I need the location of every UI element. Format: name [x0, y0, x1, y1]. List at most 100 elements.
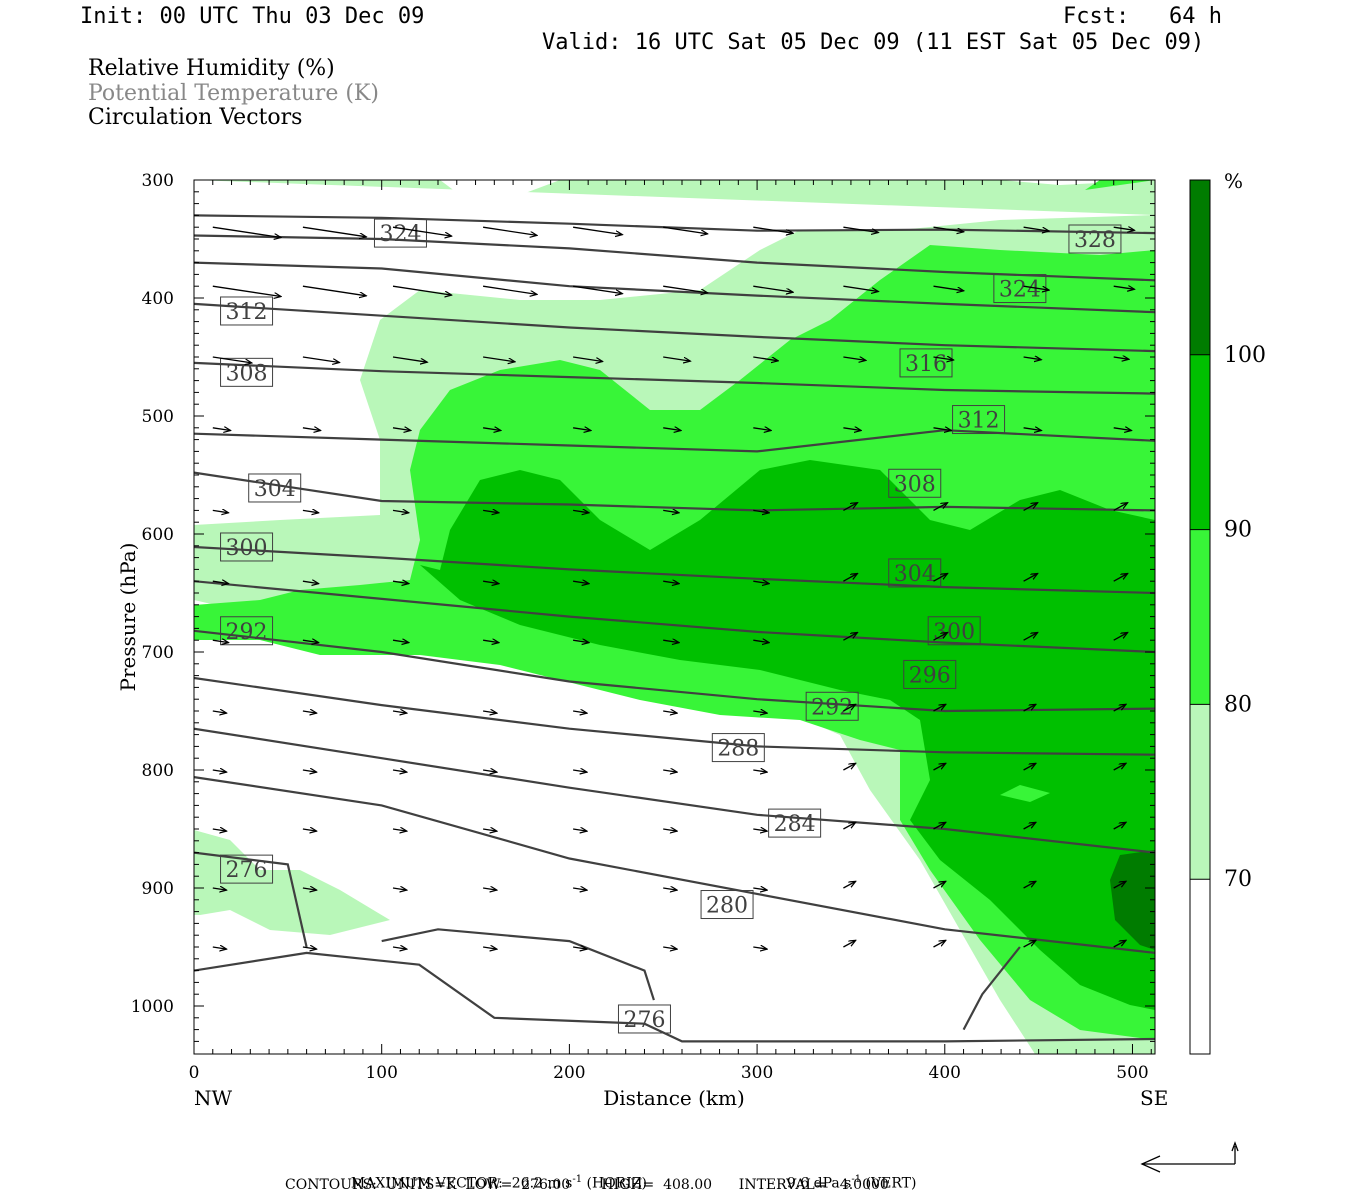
theta-contour-1 — [194, 234, 1155, 282]
vector-87 — [1113, 704, 1126, 712]
vector-111 — [302, 888, 317, 890]
theta-label-13: 296 — [903, 659, 957, 689]
theta-label-10: 304 — [888, 558, 942, 588]
vector-109 — [1113, 822, 1126, 830]
vector-50 — [753, 510, 769, 512]
vector-70 — [573, 640, 589, 642]
vector-124 — [483, 947, 497, 949]
theta-label-1: 328 — [1068, 224, 1122, 254]
vector-11 — [212, 285, 281, 296]
vector-25 — [483, 356, 515, 362]
theta-label-text-16: 284 — [774, 812, 816, 837]
vector-119 — [1023, 881, 1036, 889]
vector-12 — [302, 285, 366, 296]
vector-83 — [753, 711, 767, 713]
theta-label-text-5: 316 — [905, 352, 947, 377]
vector-103 — [573, 829, 587, 831]
minor-ticks — [194, 180, 1155, 1054]
vector-85 — [933, 704, 946, 712]
theta-label-7: 308 — [888, 468, 942, 498]
vector-99 — [212, 829, 227, 831]
vector-31 — [1023, 357, 1042, 360]
footer-max-vector: MAXIMUM VECTOR: 26.2 m s-1 (HORIZ) — [342, 1158, 647, 1192]
rh-band-90 — [420, 460, 1155, 1010]
vector-3 — [483, 226, 537, 235]
vector-32 — [1113, 357, 1129, 359]
vector-122 — [302, 947, 317, 949]
vector-4 — [573, 226, 622, 234]
y-tick-label-0: 300 — [142, 171, 174, 191]
vector-75 — [1023, 633, 1038, 641]
theta-label-text-18: 280 — [706, 894, 748, 919]
vector-57 — [392, 581, 409, 583]
vector-48 — [573, 510, 589, 512]
vector-17 — [753, 285, 793, 292]
vector-45 — [302, 510, 319, 512]
theta-label-9: 300 — [220, 532, 274, 562]
vector-125 — [573, 947, 587, 949]
theta-contour-12 — [194, 776, 1155, 954]
vector-46 — [392, 510, 409, 512]
vector-110 — [212, 888, 227, 890]
theta-label-text-17: 276 — [226, 858, 268, 883]
theta-label-text-0: 324 — [379, 222, 421, 247]
vector-127 — [753, 947, 767, 949]
colorbar: 100 90 80 70 — [1189, 179, 1266, 1055]
vector-13 — [392, 285, 452, 295]
vector-52 — [933, 503, 948, 511]
theta-label-text-7: 308 — [894, 472, 936, 497]
vector-112 — [392, 888, 407, 890]
colorbar-swatch-3 — [1190, 704, 1210, 880]
x-axis-label: Distance (km) — [603, 1086, 745, 1110]
theta-label-text-15: 288 — [717, 737, 759, 762]
vector-82 — [663, 711, 677, 713]
vector-90 — [392, 770, 407, 772]
vector-2 — [392, 226, 452, 236]
x-tick-label-2: 200 — [553, 1063, 585, 1083]
vector-7 — [843, 226, 878, 232]
max-vector-text: MAXIMUM VECTOR: 26.2 m s — [350, 1175, 573, 1192]
vector-27 — [663, 356, 690, 361]
vector-62 — [843, 574, 857, 582]
theta-label-text-13: 296 — [909, 663, 951, 688]
vector-64 — [1023, 574, 1038, 582]
vector-66 — [212, 640, 229, 642]
y-axis-ticks: 300 400 500 600 700 800 900 1000 — [131, 171, 1155, 1017]
max-vector-unit-sup: -1 — [572, 1174, 583, 1185]
theta-contour-13 — [194, 851, 308, 948]
vector-40 — [843, 428, 861, 431]
vector-101 — [392, 829, 407, 831]
y-tick-label-6: 900 — [142, 879, 174, 899]
vector-97 — [1023, 763, 1036, 771]
vector-100 — [302, 829, 317, 831]
theta-label-5: 316 — [899, 348, 953, 378]
theta-label-4: 308 — [220, 357, 274, 387]
vector-130 — [1023, 940, 1036, 948]
vector-116 — [753, 888, 767, 890]
vector-36 — [483, 428, 501, 431]
vector-24 — [392, 356, 427, 362]
vector-42 — [1023, 428, 1042, 431]
theta-label-16: 284 — [768, 808, 822, 838]
valid-time: Valid: 16 UTC Sat 05 Dec 09 (11 EST Sat … — [542, 30, 1205, 55]
vector-43 — [1113, 428, 1132, 431]
theta-contour-15 — [381, 928, 655, 1001]
colorbar-frame — [1189, 179, 1211, 1055]
y-axis-label: Pressure (hPa) — [116, 543, 140, 692]
vector-44 — [212, 510, 229, 512]
theta-label-3: 312 — [220, 296, 274, 326]
vector-61 — [753, 581, 769, 583]
theta-label-12: 292 — [220, 616, 274, 646]
vector-41 — [933, 428, 952, 431]
vector-35 — [392, 428, 411, 431]
field-theta-label: Potential Temperature (K) — [88, 81, 379, 106]
circulation-vectors — [212, 226, 1135, 949]
theta-contour-16 — [962, 946, 1021, 1031]
theta-label-text-4: 308 — [226, 361, 268, 386]
vector-6 — [753, 226, 793, 233]
theta-contour-11 — [194, 727, 1155, 854]
vector-120 — [1113, 881, 1126, 889]
vector-74 — [933, 633, 948, 641]
theta-contour-9 — [194, 629, 1155, 713]
